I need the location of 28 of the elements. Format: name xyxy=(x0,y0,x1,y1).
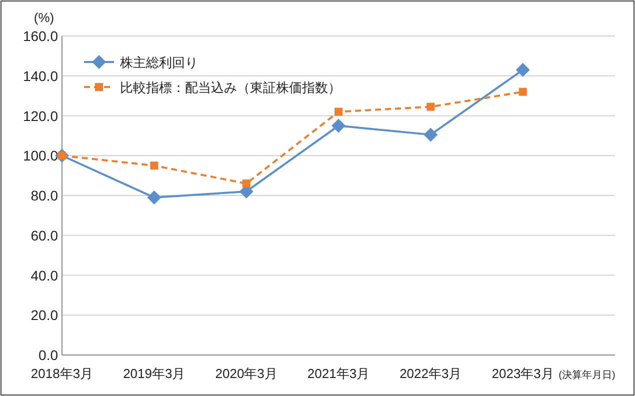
x-tick-label: 2020年3月 xyxy=(215,366,278,381)
x-tick-label: 2023年3月 xyxy=(492,366,554,381)
legend-label: 株主総利回り xyxy=(119,55,198,70)
x-tick-label: 2018年3月 xyxy=(30,366,94,381)
legend-label: 比較指標：配当込み（東証株価指数） xyxy=(120,80,341,95)
point xyxy=(516,62,530,77)
point xyxy=(147,190,162,204)
y-tick-label: 0.0 xyxy=(38,347,58,363)
y-tick-label: 60.0 xyxy=(30,227,58,244)
y-tick-label: 140.0 xyxy=(22,68,58,84)
point xyxy=(242,180,250,188)
point xyxy=(334,108,342,116)
y-tick-label: 80.0 xyxy=(30,188,58,204)
point xyxy=(150,162,158,170)
y-tick-label: 40.0 xyxy=(30,267,58,284)
x-tick-label: 2021年3月 xyxy=(307,366,370,381)
x-tick-label: 2019年3月 xyxy=(123,366,186,381)
y-tick-label: 20.0 xyxy=(30,307,58,324)
y-tick-label: 160.0 xyxy=(22,28,58,44)
x-tick-label: 2022年3月 xyxy=(400,366,462,381)
y-tick-label: 100.0 xyxy=(22,148,58,164)
y-axis-title: (%) xyxy=(34,10,54,25)
point xyxy=(332,118,346,133)
point xyxy=(424,128,438,142)
y-tick-label: 120.0 xyxy=(22,108,58,124)
point xyxy=(518,88,527,96)
point xyxy=(426,102,435,111)
text: (決算年月日) xyxy=(558,369,616,381)
